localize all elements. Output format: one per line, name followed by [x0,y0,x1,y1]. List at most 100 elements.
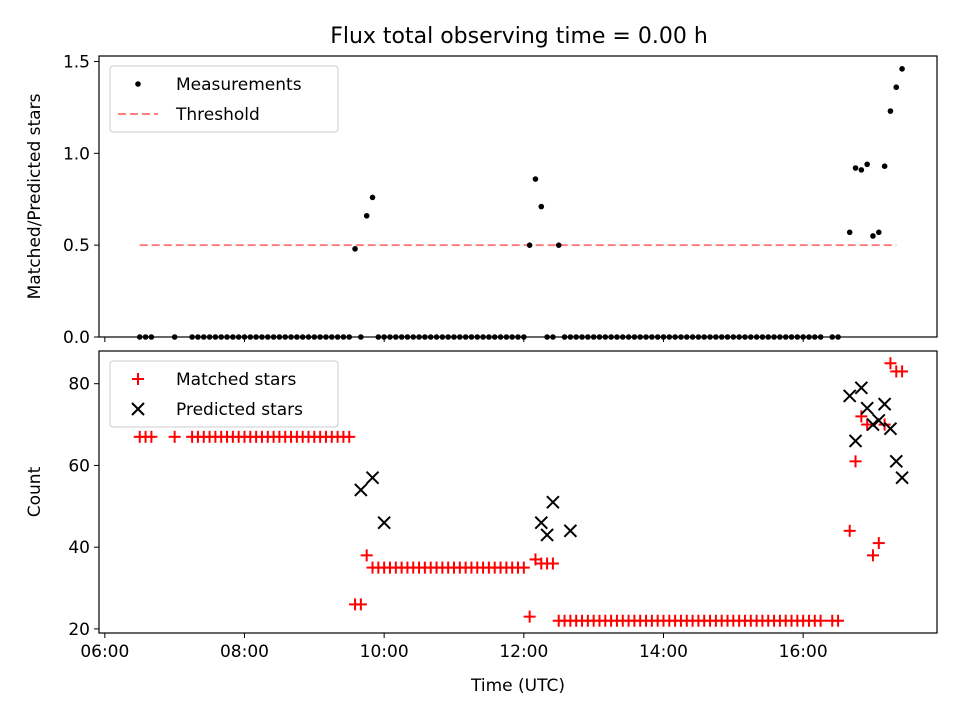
measurement-point [189,334,195,340]
matched-star-point [145,430,158,443]
predicted-star-stroke [563,524,578,538]
predicted-star-stroke [843,389,857,403]
measurement-point [730,334,737,340]
measurement-point [230,334,236,340]
predicted-star-point [377,515,391,530]
measurement-point [585,334,591,340]
predicted-star-point [872,413,886,428]
measurement-point [555,242,562,248]
measurement-point [683,334,690,340]
predicted-star-stroke [377,515,391,530]
predicted-star-stroke [540,528,554,542]
predicted-star-stroke [883,421,898,436]
measurement-point [899,66,905,72]
matched-star-point [872,537,885,550]
plot-area [133,357,909,627]
measurement-point [439,334,446,340]
measurement-point [608,334,614,340]
measurement-point [294,334,300,340]
measurement-point [736,334,742,340]
predicted-star-point [895,470,909,485]
measurement-point [835,334,841,340]
matched-star-point [878,418,891,431]
measurement-point [497,334,504,340]
measurement-point [334,334,341,340]
y-axis-label: Matched/Predicted stars [25,93,45,299]
measurement-point [550,334,556,340]
measurement-point [235,334,242,340]
measurement-point [870,233,876,239]
measurement-point [765,334,772,340]
measurement-point [718,334,725,340]
legend-label: Matched stars [176,370,296,390]
y-tick-label: 0.5 [63,236,90,256]
measurement-point [195,334,201,340]
y-tick-label: 0.0 [63,328,90,348]
measurement-point [753,334,760,340]
predicted-star-stroke [546,495,560,509]
x-tick-label: 06:00 [80,642,129,662]
measurement-point [445,334,451,340]
legend: Matched stars Predicted stars [109,360,339,428]
measurement-point [777,334,783,340]
matched-star-point [884,357,897,370]
measurement-point [561,334,568,340]
measurement-point [602,334,609,340]
measurement-point [846,229,853,236]
chart-title: Flux total observing time = 0.00 h [330,24,708,49]
measurement-point [788,334,795,340]
measurement-point [241,334,248,340]
measurement-point [503,334,510,340]
measurement-point [637,334,644,340]
predicted-star-point [354,483,368,497]
measurement-point [317,334,323,340]
measurement-point [619,334,626,340]
measurement-point [264,334,271,340]
y-tick-label: 20 [68,620,90,640]
measurement-point [590,334,597,340]
predicted-star-stroke [866,417,880,432]
measurement-point [416,334,422,340]
measurement-point [340,334,347,340]
y-tick-label: 40 [68,538,90,558]
legend-marker-measurements [135,81,141,87]
measurement-point [404,334,411,340]
matched-star-point [354,598,367,611]
measurement-point [206,334,213,340]
measurement-point [742,334,748,340]
matched-star-point [523,610,536,623]
x-tick-label: 10:00 [360,642,409,662]
measurement-point [643,334,649,340]
x-axis-label: Time (UTC) [470,676,565,696]
legend-box [109,360,339,428]
x-tick-label: 16:00 [779,642,828,662]
predicted-star-point [546,495,560,509]
predicted-star-stroke [354,483,368,497]
legend-label: Threshold [175,105,260,125]
measurement-point [771,334,777,340]
measurement-point [381,334,387,340]
predicted-star-point [877,397,892,411]
matched-star-point [855,410,868,423]
measurement-point [614,334,620,340]
measurement-point [363,212,370,219]
measurement-point [468,334,475,340]
measurement-point [270,334,277,340]
predicted-star-stroke [848,434,863,448]
measurement-point [515,334,521,340]
measurement-point [328,334,335,340]
predicted-star-stroke [877,397,892,411]
measurement-point [806,334,812,340]
measurement-point [544,334,550,340]
predicted-star-stroke [872,413,886,428]
measurement-point [299,334,306,340]
measurement-point [794,334,801,340]
bottom-panel: 20 40 60 80 06:00 08:00 10:00 12:00 14:00 16:00 Co… [25,350,938,696]
predicted-star-point [889,454,903,469]
measurement-point [218,334,225,340]
measurement-point [713,334,719,340]
measurement-point [311,334,318,340]
measurement-point [253,334,259,340]
measurement-point [346,334,353,340]
measurement-point [433,334,440,340]
